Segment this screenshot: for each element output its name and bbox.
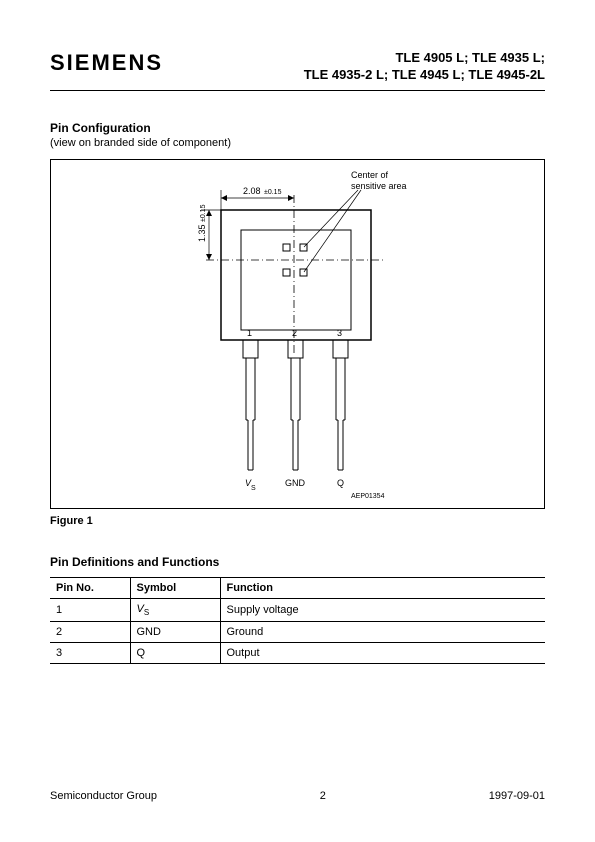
cell-pin-no: 2 — [50, 621, 130, 642]
lead-2 — [288, 340, 303, 470]
pin-label-3: Q — [337, 478, 344, 488]
brand-logo: SIEMENS — [50, 50, 163, 76]
pin-num-1: 1 — [247, 328, 252, 338]
callout-line2: sensitive area — [351, 181, 407, 191]
table-row: 3 Q Output — [50, 642, 545, 663]
package-diagram: Center of sensitive area 2.08 ±0.15 1.35… — [51, 160, 546, 510]
dim-v-value: 1.35 — [197, 224, 207, 242]
table-row: 2 GND Ground — [50, 621, 545, 642]
figure-1-frame: Center of sensitive area 2.08 ±0.15 1.35… — [50, 159, 545, 509]
pin-definitions-table: Pin No. Symbol Function 1 VS Supply volt… — [50, 577, 545, 664]
sym-v: V — [137, 603, 144, 615]
col-symbol: Symbol — [130, 577, 220, 598]
cell-symbol: Q — [130, 642, 220, 663]
parts-line-1: TLE 4905 L; TLE 4935 L; — [304, 50, 545, 67]
header: SIEMENS TLE 4905 L; TLE 4935 L; TLE 4935… — [50, 50, 545, 84]
cell-pin-no: 1 — [50, 598, 130, 621]
cell-function: Ground — [220, 621, 545, 642]
table-row: 1 VS Supply voltage — [50, 598, 545, 621]
sym-s: S — [144, 608, 149, 617]
lead-1 — [243, 340, 258, 470]
pin-num-2: 2 — [292, 328, 297, 338]
lead-3 — [333, 340, 348, 470]
callout-line1: Center of — [351, 170, 389, 180]
pin-config-subtitle: (view on branded side of component) — [50, 137, 545, 149]
dim-h-tol: ±0.15 — [264, 189, 282, 196]
header-rule — [50, 90, 545, 91]
col-pin-no: Pin No. — [50, 577, 130, 598]
cell-symbol: GND — [130, 621, 220, 642]
part-numbers: TLE 4905 L; TLE 4935 L; TLE 4935-2 L; TL… — [304, 50, 545, 84]
parts-line-2: TLE 4935-2 L; TLE 4945 L; TLE 4945-2L — [304, 67, 545, 84]
cell-pin-no: 3 — [50, 642, 130, 663]
table-header-row: Pin No. Symbol Function — [50, 577, 545, 598]
col-function: Function — [220, 577, 545, 598]
dim-h-value: 2.08 — [243, 186, 261, 196]
footer-page: 2 — [320, 790, 326, 802]
drawing-code: AEP01354 — [351, 493, 385, 500]
cell-function: Output — [220, 642, 545, 663]
pin-num-3: 3 — [337, 328, 342, 338]
figure-caption: Figure 1 — [50, 515, 545, 527]
dim-v-tol: ±0.15 — [200, 204, 207, 222]
cell-function: Supply voltage — [220, 598, 545, 621]
footer: Semiconductor Group 2 1997-09-01 — [50, 790, 545, 802]
pin-label-2: GND — [285, 478, 306, 488]
pin-def-title: Pin Definitions and Functions — [50, 555, 545, 569]
footer-left: Semiconductor Group — [50, 790, 157, 802]
cell-symbol: VS — [130, 598, 220, 621]
footer-date: 1997-09-01 — [489, 790, 545, 802]
pin-label-1b: S — [251, 485, 256, 492]
pin-config-title: Pin Configuration — [50, 121, 545, 135]
